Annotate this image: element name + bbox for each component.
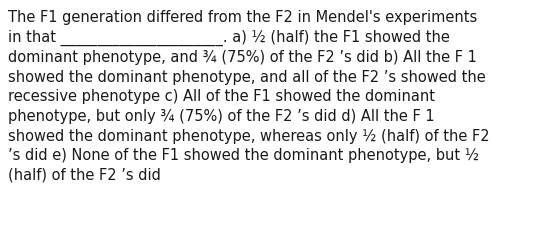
Text: The F1 generation differed from the F2 in Mendel's experiments
in that _________: The F1 generation differed from the F2 i… bbox=[8, 10, 489, 182]
